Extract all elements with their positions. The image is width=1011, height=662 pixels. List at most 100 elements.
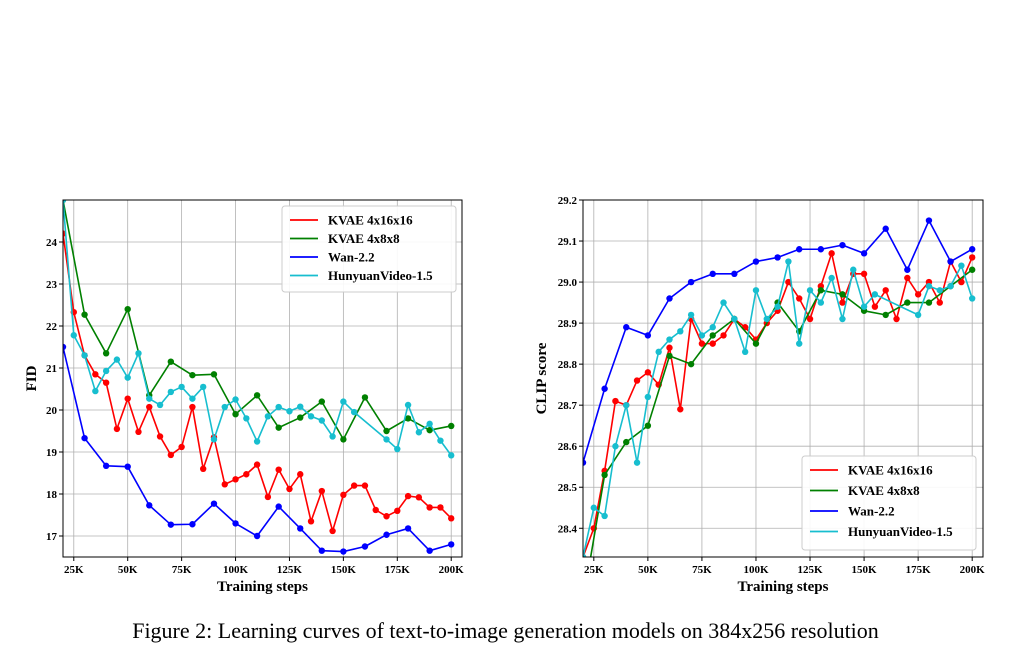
data-point — [731, 270, 738, 278]
series-3 — [63, 343, 455, 555]
legend-label: HunyuanVideo-1.5 — [328, 268, 433, 283]
data-point — [404, 401, 412, 409]
data-point — [146, 403, 153, 411]
x-tick-label: 75K — [692, 564, 712, 576]
legend: KVAE 4x16x16 KVAE 4x8x8 Wan-2.2 HunyuanVide… — [281, 205, 457, 293]
x-tick-label: 50K — [118, 564, 138, 576]
data-point — [709, 270, 716, 278]
data-point — [828, 250, 835, 257]
data-point — [124, 463, 131, 470]
data-point — [189, 395, 196, 402]
data-point — [583, 553, 587, 557]
data-point — [741, 348, 749, 356]
data-point — [383, 531, 390, 538]
data-point — [135, 350, 142, 357]
y-tick-label: 28.7 — [558, 400, 578, 412]
x-tick-label: 200K — [439, 564, 465, 576]
data-point — [167, 451, 175, 459]
data-point — [350, 408, 358, 416]
data-point — [178, 383, 185, 391]
data-point — [677, 328, 684, 335]
x-tick-label: 200K — [960, 564, 986, 576]
x-tick-label: 175K — [385, 564, 411, 576]
y-tick-label: 18 — [46, 489, 58, 501]
data-point — [167, 521, 175, 528]
data-point — [785, 258, 792, 265]
data-point — [752, 340, 760, 347]
data-point — [904, 266, 911, 273]
legend: KVAE 4x16x16 KVAE 4x8x8 Wan-2.2 HunyuanVide… — [801, 455, 977, 551]
legend-label: KVAE 4x16x16 — [848, 463, 933, 478]
data-point — [882, 311, 889, 319]
x-tick-label: 100K — [743, 564, 769, 576]
data-point — [666, 352, 673, 360]
data-point — [655, 348, 662, 356]
data-point — [774, 254, 781, 261]
legend-box — [281, 205, 457, 293]
y-tick-label: 28.6 — [558, 441, 578, 453]
data-point — [394, 507, 401, 514]
data-point — [709, 324, 716, 331]
data-point — [297, 525, 304, 532]
data-point — [623, 438, 630, 446]
data-point — [893, 315, 900, 323]
data-point — [968, 266, 976, 273]
data-point — [307, 518, 315, 525]
y-tick-label: 22 — [46, 321, 58, 333]
data-point — [644, 332, 652, 339]
data-point — [448, 515, 455, 522]
data-point — [817, 299, 825, 306]
data-point — [871, 291, 879, 298]
series-line — [63, 346, 452, 553]
data-point — [666, 295, 673, 302]
y-tick-label: 29.1 — [558, 236, 577, 248]
figure-caption: Figure 2: Learning curves of text-to-ima… — [132, 618, 879, 643]
data-point — [426, 504, 433, 511]
series-2 — [589, 266, 976, 557]
data-point — [763, 315, 770, 323]
data-point — [135, 428, 142, 436]
legend-label: KVAE 4x16x16 — [328, 213, 413, 228]
data-point — [644, 369, 652, 376]
data-point — [63, 343, 67, 351]
data-point — [796, 295, 803, 302]
data-point — [426, 547, 433, 554]
y-tick-label: 28.8 — [558, 359, 578, 371]
data-point — [350, 482, 358, 489]
data-point — [189, 403, 196, 411]
data-point — [232, 520, 239, 527]
data-point — [286, 408, 293, 415]
data-point — [92, 387, 99, 395]
data-point — [102, 379, 110, 386]
series-4 — [63, 200, 455, 459]
data-point — [297, 471, 304, 478]
data-point — [340, 398, 347, 405]
data-point — [210, 371, 218, 378]
data-point — [583, 459, 587, 466]
data-point — [199, 383, 207, 391]
data-point — [720, 299, 727, 306]
x-tick-label: 25K — [584, 564, 604, 576]
data-point — [426, 420, 433, 428]
data-point — [318, 487, 326, 495]
data-point — [601, 385, 608, 392]
data-point — [318, 547, 326, 554]
data-point — [307, 413, 315, 420]
data-point — [709, 340, 716, 347]
data-point — [404, 415, 412, 422]
y-axis-label: FID — [24, 365, 40, 391]
data-point — [601, 512, 608, 520]
legend-label: KVAE 4x8x8 — [328, 231, 400, 246]
data-point — [774, 303, 781, 310]
data-point — [156, 433, 164, 440]
y-axis-label: CLIP score — [534, 342, 550, 414]
data-point — [720, 332, 727, 339]
data-point — [936, 287, 943, 294]
data-point — [817, 246, 825, 253]
y-tick-label: 17 — [46, 531, 58, 543]
data-point — [297, 403, 304, 410]
data-point — [806, 287, 814, 294]
y-tick-label: 28.5 — [558, 482, 578, 494]
y-tick-label: 24 — [46, 237, 58, 249]
